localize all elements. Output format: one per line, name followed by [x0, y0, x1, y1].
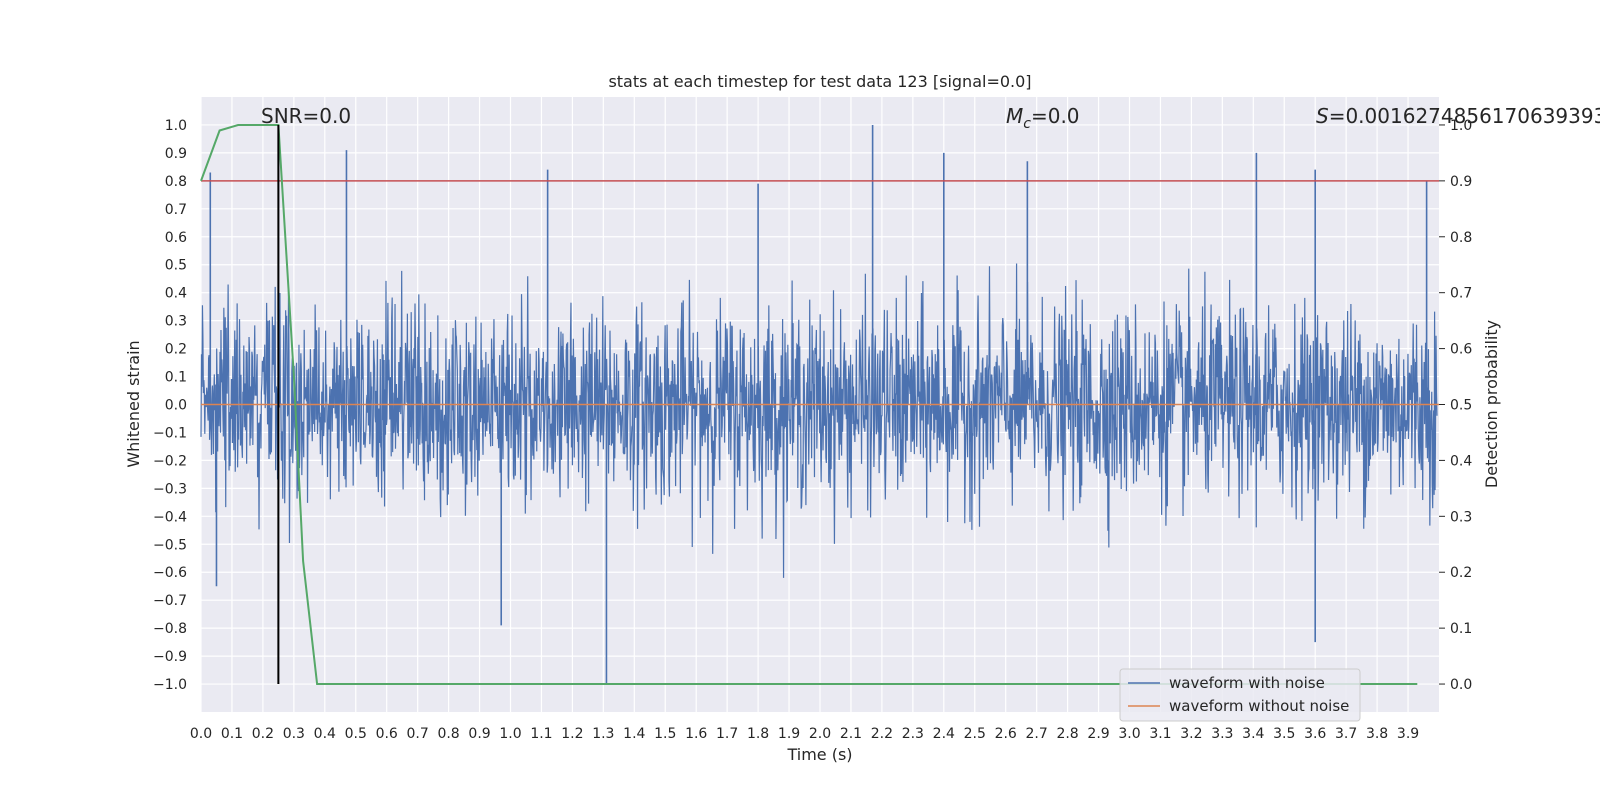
x-tick-label: 3.0: [1118, 726, 1140, 742]
legend-box: [1119, 668, 1361, 722]
legend: waveform with noise waveform without noi…: [1119, 668, 1361, 722]
s-value: =0.0016274856170639393: [1329, 104, 1600, 128]
right-y-tick-label: 0.8: [1450, 230, 1472, 246]
x-tick-label: 2.6: [995, 726, 1017, 742]
detection-probability-line: [200, 124, 1418, 685]
left-y-tick-label: −0.9: [153, 649, 187, 665]
x-tick-label: 1.9: [778, 726, 800, 742]
x-tick-label: 1.5: [654, 726, 676, 742]
legend-label-clean: waveform without noise: [1169, 697, 1349, 715]
right-y-tick-label: 0.3: [1450, 509, 1472, 525]
x-axis-label: Time (s): [786, 745, 852, 764]
x-tick-label: 0.3: [283, 726, 305, 742]
left-y-tick-label: 0.6: [165, 230, 187, 246]
left-y-tick-label: 0.8: [165, 174, 187, 190]
x-tick-label: 1.8: [747, 726, 769, 742]
x-tick-label: 2.8: [1056, 726, 1078, 742]
x-tick-label: 1.1: [530, 726, 552, 742]
x-tick-label: 3.6: [1304, 726, 1326, 742]
left-y-tick-label: −1.0: [153, 677, 187, 693]
right-y-tick-label: 0.6: [1450, 342, 1472, 358]
x-tick-label: 2.1: [840, 726, 862, 742]
x-tick-label: 0.8: [437, 726, 459, 742]
left-y-tick-label: 0.2: [165, 342, 187, 358]
snr-annotation: SNR=0.0: [261, 104, 351, 128]
x-axis-ticks: 0.0 0.1 0.2 0.3 0.4 0.5 0.6 0.7 0.8 0.9 1.0 1.1 1.2 1…: [190, 726, 1419, 742]
x-tick-label: 3.4: [1242, 726, 1264, 742]
right-y-tick-label: 0.4: [1450, 453, 1472, 469]
right-y-tick-label: 0.0: [1450, 677, 1472, 693]
right-y-axis-ticks: 1.0 0.9 0.8 0.7 0.6 0.5 0.4 0.3 0.2 0.1 0.0: [1439, 118, 1472, 693]
waveform-with-noise-trace: [200, 263, 1438, 578]
left-y-tick-label: −0.7: [153, 593, 187, 609]
chirp-mass-value: =0.0: [1031, 104, 1080, 128]
right-y-tick-label: 0.5: [1450, 398, 1472, 414]
right-y-tick-label: 0.9: [1450, 174, 1472, 190]
x-tick-label: 0.2: [252, 726, 274, 742]
x-tick-label: 1.6: [685, 726, 707, 742]
left-y-tick-label: −0.2: [153, 453, 187, 469]
x-tick-label: 3.9: [1397, 726, 1419, 742]
right-y-tick-label: 0.7: [1450, 286, 1472, 302]
x-tick-label: 0.6: [376, 726, 398, 742]
left-y-tick-label: −0.6: [153, 565, 187, 581]
s-annotation: S=0.0016274856170639393: [1316, 104, 1600, 128]
left-y-tick-label: 0.1: [165, 370, 187, 386]
right-y-tick-label: 0.2: [1450, 565, 1472, 581]
left-y-tick-label: 0.5: [165, 258, 187, 274]
x-tick-label: 1.3: [592, 726, 614, 742]
x-tick-label: 3.1: [1149, 726, 1171, 742]
left-y-tick-label: 0.3: [165, 314, 187, 330]
left-y-tick-label: 0.4: [165, 286, 187, 302]
x-tick-label: 3.2: [1180, 726, 1202, 742]
right-y-tick-label: 1.0: [1450, 118, 1472, 134]
left-y-tick-label: −0.3: [153, 481, 187, 497]
x-tick-label: 2.0: [809, 726, 831, 742]
left-y-tick-label: 0.7: [165, 202, 187, 218]
x-tick-label: 1.7: [716, 726, 738, 742]
x-tick-label: 2.2: [871, 726, 893, 742]
x-tick-label: 3.7: [1335, 726, 1357, 742]
left-y-tick-label: −0.8: [153, 621, 187, 637]
x-tick-label: 1.2: [561, 726, 583, 742]
x-tick-label: 2.5: [964, 726, 986, 742]
chirp-mass-subscript: c: [1023, 116, 1031, 132]
left-y-tick-label: 0.9: [165, 146, 187, 162]
x-tick-label: 3.5: [1273, 726, 1295, 742]
x-tick-label: 3.3: [1211, 726, 1233, 742]
x-tick-label: 1.0: [499, 726, 521, 742]
x-tick-label: 2.4: [933, 726, 955, 742]
left-y-tick-label: −0.1: [153, 425, 187, 441]
x-tick-label: 0.4: [314, 726, 336, 742]
left-y-tick-label: −0.5: [153, 537, 187, 553]
left-y-tick-label: 1.0: [165, 118, 187, 134]
waveform-with-noise-series: [200, 124, 1438, 685]
x-tick-label: 0.9: [468, 726, 490, 742]
chart-title: stats at each timestep for test data 123…: [608, 72, 1031, 91]
x-tick-label: 1.4: [623, 726, 645, 742]
x-tick-label: 0.5: [345, 726, 367, 742]
chirp-mass-symbol: M: [1006, 104, 1023, 128]
x-tick-label: 0.1: [221, 726, 243, 742]
left-y-tick-label: −0.4: [153, 509, 187, 525]
right-y-tick-label: 0.1: [1450, 621, 1472, 637]
x-tick-label: 2.7: [1026, 726, 1048, 742]
s-symbol: S: [1316, 104, 1329, 128]
x-tick-label: 2.9: [1087, 726, 1109, 742]
right-y-axis-label: Detection probability: [1482, 320, 1501, 488]
x-tick-label: 0.7: [407, 726, 429, 742]
chirp-mass-annotation: Mc=0.0: [1006, 104, 1080, 132]
x-tick-label: 3.8: [1366, 726, 1388, 742]
left-y-axis-label: Whitened strain: [124, 340, 143, 467]
legend-label-noise: waveform with noise: [1169, 674, 1325, 692]
left-y-axis-ticks: 1.0 0.9 0.8 0.7 0.6 0.5 0.4 0.3 0.2 0.1 0.0 −0.1 −0.…: [153, 118, 187, 693]
left-y-tick-label: 0.0: [165, 398, 187, 414]
x-tick-label: 0.0: [190, 726, 212, 742]
x-tick-label: 2.3: [902, 726, 924, 742]
